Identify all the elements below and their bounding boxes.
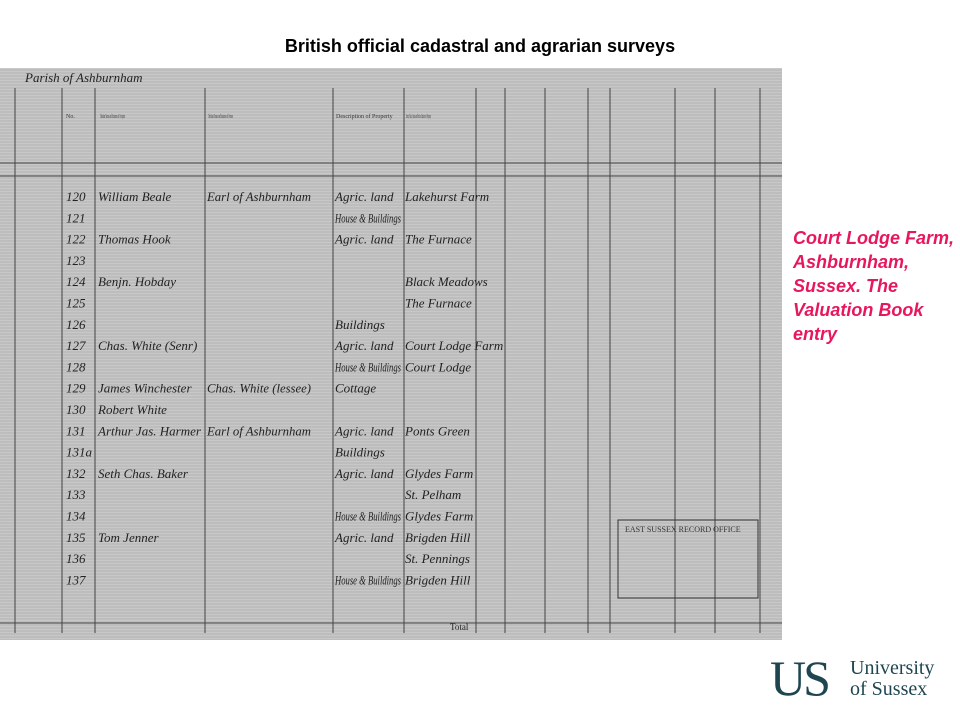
cell-place: The Furnace	[405, 296, 472, 311]
cell-occupier: Benjn. Hobday	[98, 274, 176, 289]
logo-line: University	[850, 657, 935, 679]
cell-no: 121	[66, 210, 86, 225]
cell-place: The Furnace	[405, 232, 472, 247]
cell-place: Court Lodge Farm	[405, 338, 503, 353]
logo: US University of Sussex	[770, 650, 950, 706]
cell-no: 126	[66, 317, 86, 332]
logo-words: University of Sussex	[850, 658, 934, 700]
cell-owner: Earl of Ashburnham	[206, 189, 311, 204]
cell-description: House & Buildings	[334, 359, 401, 374]
cell-occupier: William Beale	[98, 189, 172, 204]
logo-line: of Sussex	[850, 678, 928, 700]
cell-no: 133	[66, 487, 86, 502]
cell-no: 134	[66, 509, 86, 524]
cell-description: House & Buildings	[334, 210, 401, 225]
cell-occupier: James Winchester	[98, 381, 192, 396]
cell-place: Lakehurst Farm	[404, 189, 489, 204]
cell-occupier: Thomas Hook	[98, 232, 171, 247]
caption: Court Lodge Farm, Ashburnham, Sussex. Th…	[793, 228, 954, 344]
cell-no: 128	[66, 359, 86, 374]
cell-occupier: Chas. White (Senr)	[98, 338, 197, 353]
cell-description: Buildings	[335, 317, 385, 332]
column-header: Christian Names and Surnames of Occupier…	[100, 113, 125, 120]
cell-description: Agric. land	[334, 423, 394, 438]
cell-no: 137	[66, 572, 86, 587]
cell-owner: Chas. White (lessee)	[207, 381, 311, 396]
cell-description: Buildings	[335, 445, 385, 460]
logo-mark: US	[770, 650, 831, 706]
cell-place: St. Pennings	[405, 551, 470, 566]
cell-no: 125	[66, 296, 86, 311]
column-header: No.	[66, 114, 75, 120]
cell-no: 132	[66, 466, 86, 481]
cell-occupier: Arthur Jas. Harmer	[97, 423, 202, 438]
cell-description: Agric. land	[334, 338, 394, 353]
column-header: Description of Property	[336, 113, 393, 120]
cell-no: 122	[66, 232, 86, 247]
cell-no: 127	[66, 338, 86, 353]
cell-description: House & Buildings	[334, 509, 401, 524]
cell-description: Cottage	[335, 381, 376, 396]
cell-no: 135	[66, 530, 86, 545]
cell-description: Agric. land	[334, 189, 394, 204]
slide-title: British official cadastral and agrarian …	[284, 36, 676, 56]
cell-occupier: Robert White	[97, 402, 167, 417]
column-header: Street, Place, Name and Precise Situatio…	[406, 113, 431, 120]
cell-description: Agric. land	[334, 232, 394, 247]
cell-no: 130	[66, 402, 86, 417]
ledger-scan: Parish of Ashburnham EAST SUSSEX RECORD …	[0, 68, 782, 640]
cell-place: Brigden Hill	[405, 530, 471, 545]
cell-occupier: Seth Chas. Baker	[98, 466, 189, 481]
cell-no: 123	[66, 253, 86, 268]
column-header: Christian Names and Surnames of Owners	[208, 113, 233, 120]
stamp: EAST SUSSEX RECORD OFFICE	[625, 525, 741, 534]
cell-place: Court Lodge	[405, 359, 471, 374]
cell-no: 136	[66, 551, 86, 566]
cell-no: 131	[66, 423, 86, 438]
cell-no: 129	[66, 381, 86, 396]
scan-texture	[0, 68, 782, 640]
cell-occupier: Tom Jenner	[98, 530, 159, 545]
cell-no: 131a	[66, 445, 93, 460]
cell-description: House & Buildings	[334, 572, 401, 587]
cell-owner: Earl of Ashburnham	[206, 423, 311, 438]
cell-place: Brigden Hill	[405, 572, 471, 587]
cell-place: Ponts Green	[404, 423, 470, 438]
cell-no: 120	[66, 189, 86, 204]
cell-place: Glydes Farm	[405, 509, 473, 524]
parish: Parish of Ashburnham	[24, 70, 143, 85]
cell-place: St. Pelham	[405, 487, 461, 502]
total-label: Total	[450, 622, 469, 632]
cell-description: Agric. land	[334, 530, 394, 545]
cell-place: Black Meadows	[405, 274, 488, 289]
cell-no: 124	[66, 274, 86, 289]
cell-description: Agric. land	[334, 466, 394, 481]
cell-place: Glydes Farm	[405, 466, 473, 481]
stamp-box	[617, 519, 759, 599]
ledger-rules	[0, 88, 782, 633]
ledger-rows: No. Christian Names and Surnames of Occup…	[66, 113, 503, 587]
